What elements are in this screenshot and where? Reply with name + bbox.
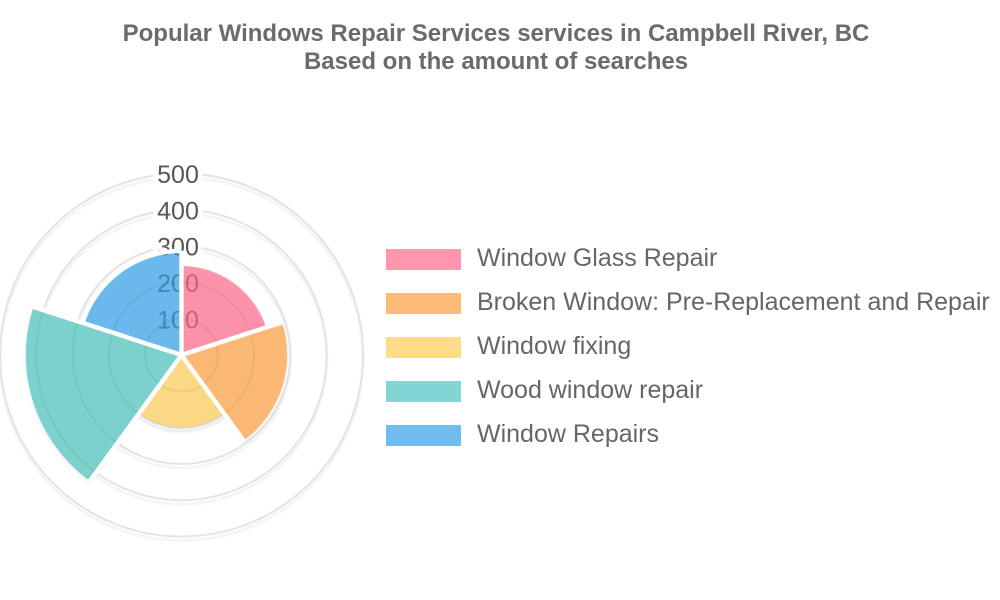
svg-text:400: 400: [157, 197, 199, 225]
svg-text:500: 500: [157, 161, 199, 189]
